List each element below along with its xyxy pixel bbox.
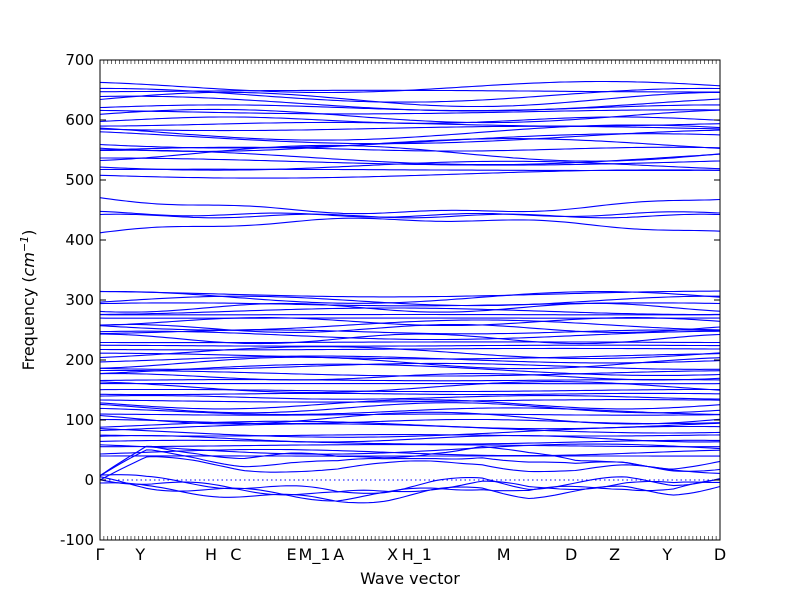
band-line [99,411,721,425]
band-line [99,435,720,443]
y-axis-label-unit: cm [19,252,38,276]
band-line [99,319,721,331]
x-tick-label: Y [134,545,145,564]
band-line [99,439,720,445]
y-tick-label: -100 [60,531,94,549]
y-tick-label: 0 [84,471,94,489]
band-line [100,333,721,345]
band-line [99,323,721,333]
x-tick-label: X [387,545,398,564]
band-line [99,302,721,313]
band-line [100,444,720,448]
band-line [99,482,721,504]
band-line [99,125,721,132]
y-axis-label-close: ) [19,230,38,236]
band-line [99,133,721,149]
x-axis-label: Wave vector [360,569,460,588]
band-line [99,169,721,179]
y-axis-label-text: Frequency ( [19,276,38,370]
band-line [99,329,721,335]
band-line [99,197,721,215]
y-tick-label: 100 [65,411,94,429]
band-line [100,347,720,351]
x-tick-label: D [565,545,577,564]
band-line [100,413,720,416]
x-tick-label: Y [661,545,672,564]
band-line [99,479,720,496]
y-axis-label-exp: −1 [18,236,31,252]
x-tick-label: H_1 [402,545,432,565]
x-tick-label: M_1 [299,545,331,565]
band-line [99,363,721,376]
y-tick-label: 300 [65,291,94,309]
band-line [99,149,721,166]
band-line [100,369,721,377]
band-line [99,295,720,307]
y-axis-label: Frequency (cm−1) [18,230,38,371]
band-line [99,399,721,410]
x-tick-label: E [287,545,297,564]
band-line [99,395,721,400]
y-tick-label: 700 [65,51,94,69]
band-line [99,407,720,416]
band-line [99,402,721,414]
band-line [99,91,720,108]
band-line [99,379,721,382]
band-line [99,108,721,124]
plot-frame [99,59,721,541]
x-tick-label: D [714,545,726,564]
band-line [100,418,721,425]
band-line [99,344,720,347]
x-tick-label: H [205,545,217,564]
band-line [99,213,721,219]
x-tick-label: Γ [96,545,105,564]
band-line [99,373,721,381]
band-line [99,109,720,115]
band-line [99,355,721,364]
band-line [99,95,721,112]
band-line [100,352,721,360]
band-line [99,138,721,152]
band-line [100,87,720,103]
band-line [99,302,721,307]
band-line [100,392,720,396]
band-line [99,124,721,141]
band-line [99,80,721,94]
band-line [99,420,721,430]
band-line [99,290,720,298]
band-line [99,330,721,341]
band-line [99,456,721,481]
band-line [99,388,720,393]
x-tick-label: A [333,545,344,564]
x-tick-label: C [230,545,241,564]
x-axis: Γ Y H C E M_1 A X H_1 M D Z Y D [96,60,726,565]
band-lines [99,80,721,504]
y-tick-label: 600 [65,111,94,129]
band-line [99,399,721,403]
band-line [99,346,721,360]
band-line [99,210,721,218]
band-line [99,448,721,457]
band-line [99,129,721,145]
band-line [99,476,721,502]
band-line [100,157,721,166]
x-tick-label: M [497,545,511,564]
y-tick-label: 400 [65,231,94,249]
band-line [100,434,721,437]
y-axis: -100 0 100 200 300 400 500 600 700 [60,51,720,549]
band-line [99,362,720,370]
band-line [99,443,721,455]
y-tick-label: 200 [65,351,94,369]
y-tick-label: 500 [65,171,94,189]
band-line [99,423,721,434]
band-line [100,290,721,304]
band-line [99,168,720,172]
band-line [99,356,721,370]
band-line [99,144,721,162]
band-line [99,217,721,234]
band-line [100,307,720,316]
x-tick-label: Z [609,545,620,564]
band-line [99,474,721,494]
